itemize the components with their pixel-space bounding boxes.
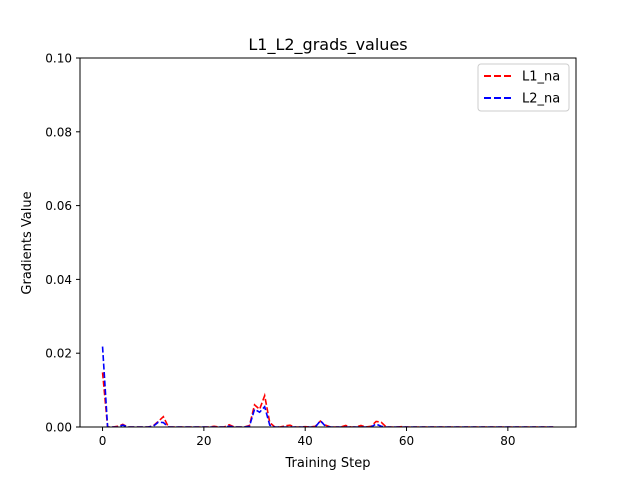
axes-frame xyxy=(79,57,577,428)
x-tick-label: 20 xyxy=(196,434,211,448)
x-tick-label: 60 xyxy=(399,434,414,448)
y-tick-label: 0.04 xyxy=(45,273,72,287)
y-tick-label: 0.10 xyxy=(45,52,72,66)
x-tick-label: 80 xyxy=(500,434,515,448)
legend: L1_na L2_na xyxy=(477,63,570,112)
x-tick-label: 0 xyxy=(99,434,107,448)
x-axis-label: Training Step xyxy=(284,456,370,471)
y-tick-label: 0.08 xyxy=(45,125,72,139)
y-tick-label: 0.00 xyxy=(45,421,72,435)
legend-label-l1: L1_na xyxy=(522,70,560,85)
plot-area xyxy=(79,57,577,428)
legend-label-l2: L2_na xyxy=(522,92,560,107)
x-tick-label: 40 xyxy=(298,434,313,448)
y-tick-label: 0.06 xyxy=(45,199,72,213)
y-axis: 0.00 0.02 0.04 0.06 0.08 0.10 xyxy=(45,52,80,435)
y-axis-label: Gradients Value xyxy=(20,191,35,294)
chart-title: L1_L2_grads_values xyxy=(248,35,407,55)
y-tick-label: 0.02 xyxy=(45,347,72,361)
x-axis: 0 20 40 60 80 xyxy=(99,427,515,448)
